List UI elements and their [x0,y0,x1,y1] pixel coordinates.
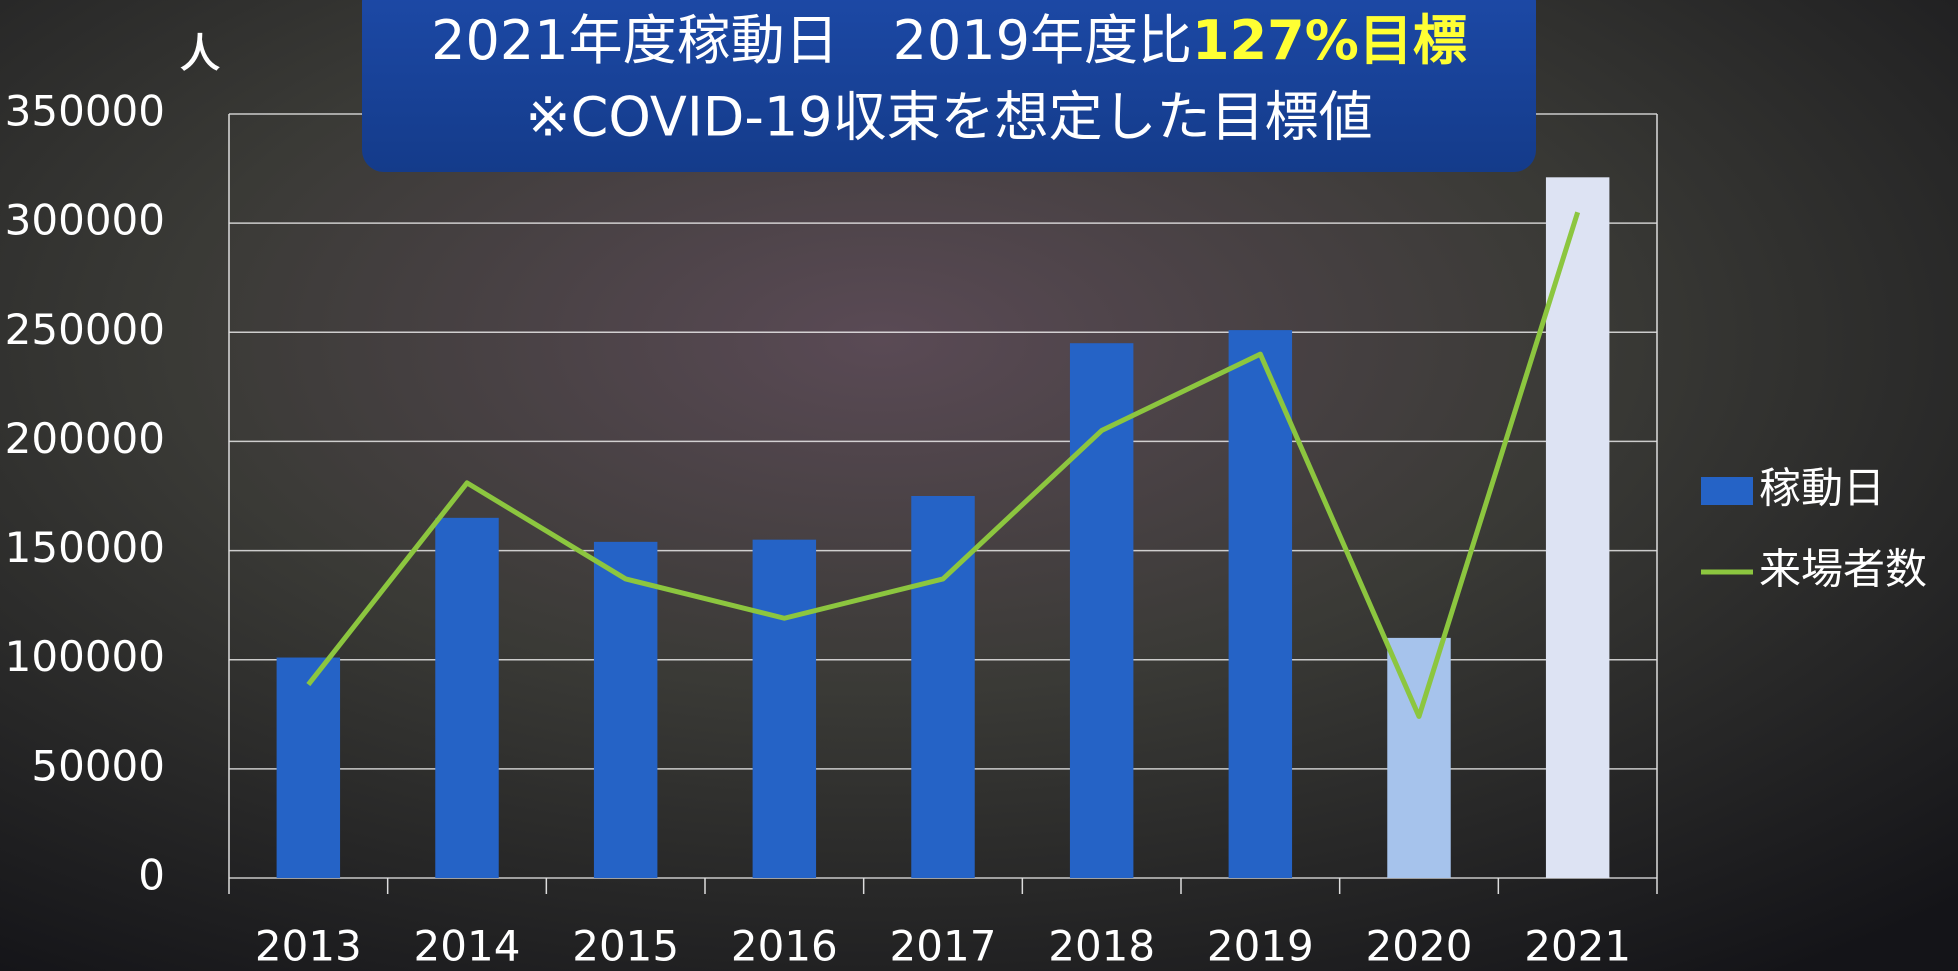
x-tick-label: 2021 [1524,922,1631,971]
bar [1545,177,1610,878]
bar [435,517,499,878]
y-tick-label: 150000 [5,523,165,572]
bar [1387,637,1451,878]
y-tick-label: 50000 [31,741,165,790]
y-axis-label: 人 [180,31,220,77]
x-tick-label: 2015 [572,922,679,971]
bar [276,657,341,878]
legend-label: 稼動日 [1759,464,1885,513]
bar [752,539,817,878]
x-tick-label: 2019 [1207,922,1314,971]
y-tick-label: 100000 [5,632,165,681]
line [306,211,1581,719]
chart-subtitle: ※COVID-19収束を想定した目標値 [525,86,1372,149]
y-tick-label: 250000 [5,305,165,354]
bar [1228,330,1293,878]
legend-swatch [1701,477,1753,505]
y-tick-label: 300000 [5,196,165,245]
title-part: 2021年度稼動日 2019年度比 [431,9,1192,72]
chart-title: 2021年度稼動日 2019年度比127%目標 [431,9,1467,72]
title-box [362,0,1536,172]
bar [593,541,658,878]
x-tick-label: 2016 [731,922,838,971]
y-tick-label: 0 [138,851,165,900]
y-tick-label: 350000 [5,87,165,136]
x-tick-label: 2020 [1366,922,1473,971]
legend-label: 来場者数 [1759,545,1927,594]
y-tick-label: 200000 [5,414,165,463]
x-tick-label: 2013 [255,922,362,971]
x-tick-label: 2017 [890,922,997,971]
bar [911,496,975,878]
x-tick-label: 2014 [414,922,521,971]
bar [1069,343,1134,878]
title-highlight: 127%目標 [1192,9,1467,72]
x-tick-label: 2018 [1048,922,1155,971]
